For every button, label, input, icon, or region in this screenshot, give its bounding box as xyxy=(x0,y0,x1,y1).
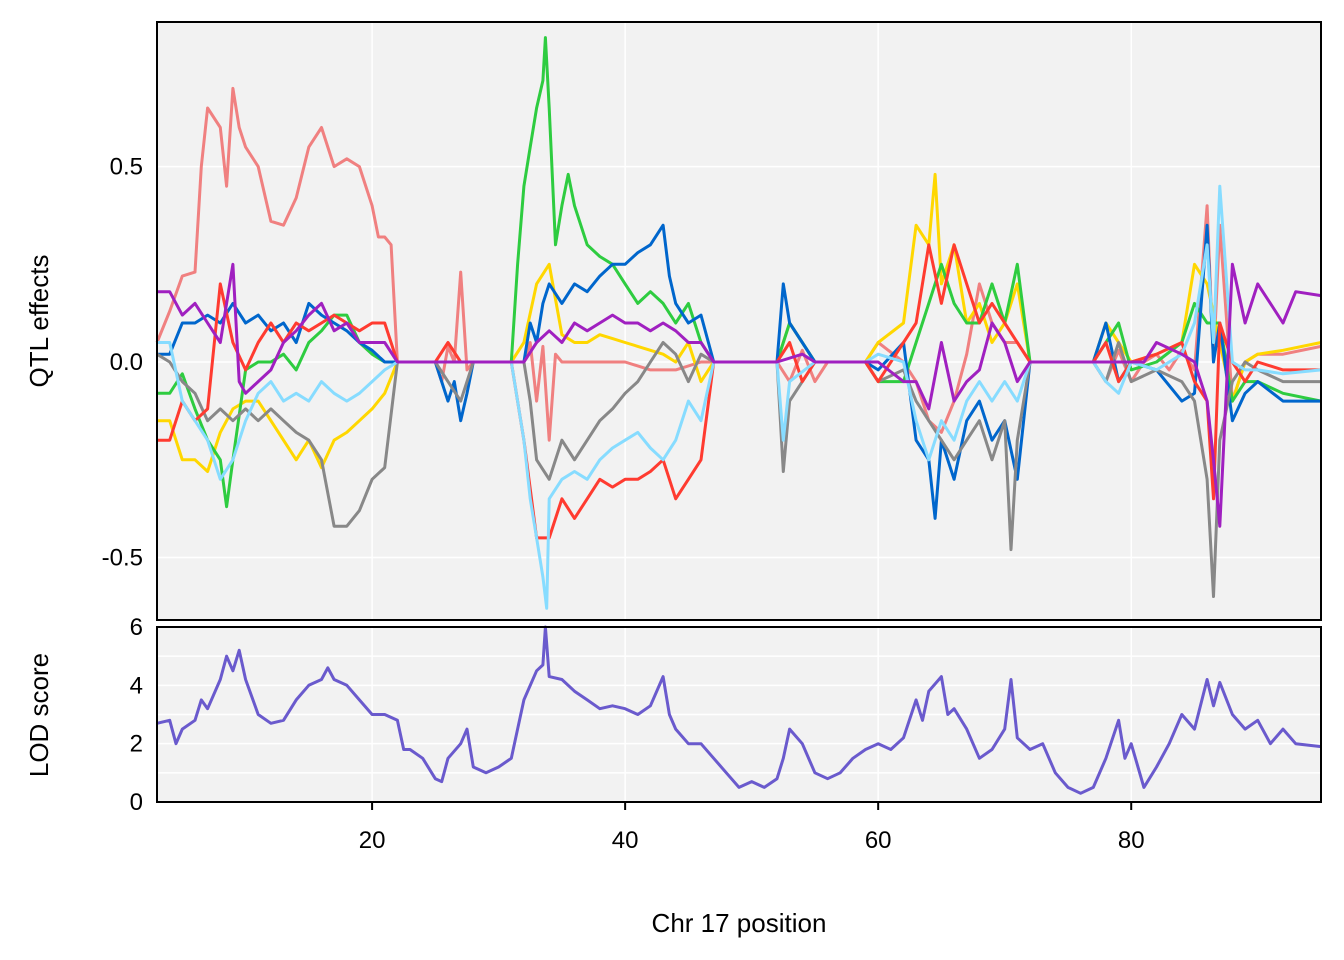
lod-x-tick-label: 20 xyxy=(359,827,386,854)
effects-series-line-8 xyxy=(157,262,1322,528)
effects-y-tick-label: 0.5 xyxy=(110,154,143,181)
lod-y-ticks: 0 2 4 6 xyxy=(130,614,143,816)
effects-series-line-7 xyxy=(157,184,1322,610)
lod-gridlines xyxy=(157,627,1321,802)
effects-series-line-5 xyxy=(156,341,1321,598)
effects-y-axis-title: QTL effects xyxy=(24,255,54,388)
lod-x-ticks: 20 40 60 80 xyxy=(359,802,1145,854)
effects-panel: -0.5 0.0 0.5 QTL effects xyxy=(24,21,1322,621)
lod-x-tick-label: 40 xyxy=(612,827,639,854)
lod-y-tick-label: 4 xyxy=(130,672,143,699)
lod-y-tick-label: 0 xyxy=(130,789,143,816)
lod-x-tick-label: 80 xyxy=(1118,827,1145,854)
lod-series-line xyxy=(156,625,1322,795)
effects-plot-frame xyxy=(156,21,1322,621)
lod-x-tick-label: 60 xyxy=(865,827,892,854)
lod-panel: 0 2 4 6 20 40 60 80 LOD score Chr 17 position xyxy=(24,614,1322,938)
effects-y-tick-label: 0.0 xyxy=(110,349,143,376)
lod-y-tick-label: 2 xyxy=(130,731,143,758)
lod-series-group xyxy=(156,625,1322,795)
effects-series-line-4 xyxy=(157,223,1321,520)
x-axis-title: Chr 17 position xyxy=(652,908,827,938)
effects-y-ticks: -0.5 0.0 0.5 xyxy=(102,154,143,572)
lod-y-tick-label: 6 xyxy=(130,614,143,641)
effects-y-tick-label: -0.5 xyxy=(102,544,143,571)
lod-plot-frame xyxy=(156,626,1322,803)
lod-y-axis-title: LOD score xyxy=(24,653,54,777)
effects-series-group xyxy=(155,36,1322,610)
